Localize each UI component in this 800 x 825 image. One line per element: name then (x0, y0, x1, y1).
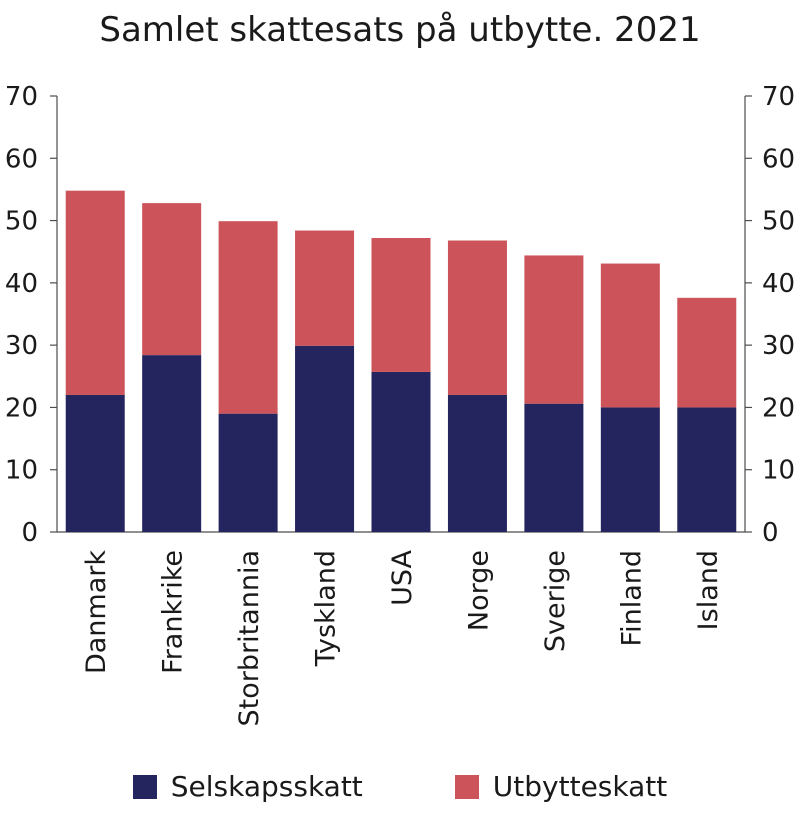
bar-utbytteskatt-danmark (65, 190, 125, 395)
bar-utbytteskatt-island (677, 297, 737, 408)
legend-item-selskapsskatt: Selskapsskatt (132, 770, 363, 803)
bar-selskapsskatt-frankrike (142, 355, 202, 532)
bar-utbytteskatt-storbritannia (218, 221, 278, 414)
right-tick-label: 0 (762, 518, 779, 548)
right-tick-label: 70 (762, 82, 795, 112)
bar-selskapsskatt-usa (371, 371, 431, 532)
category-label-danmark: Danmark (81, 550, 112, 674)
left-tick-label: 20 (5, 393, 38, 423)
left-tick-label: 50 (5, 207, 38, 237)
bar-selskapsskatt-danmark (65, 394, 125, 532)
bar-utbytteskatt-usa (371, 238, 431, 372)
bar-utbytteskatt-norge (447, 240, 507, 395)
left-tick-label: 70 (5, 82, 38, 112)
right-tick-label: 50 (762, 207, 795, 237)
right-tick-label: 30 (762, 331, 795, 361)
category-label-frankrike: Frankrike (158, 550, 189, 674)
left-tick-label: 40 (5, 269, 38, 299)
left-tick-label: 60 (5, 144, 38, 174)
bars (65, 190, 737, 532)
bar-selskapsskatt-sverige (524, 403, 584, 532)
category-labels: Danmark Frankrike Storbritannia Tyskland USA… (81, 549, 724, 726)
category-label-finland: Finland (616, 550, 647, 646)
bar-selskapsskatt-finland (600, 407, 660, 532)
bar-selskapsskatt-island (677, 407, 737, 532)
category-label-usa: USA (387, 549, 418, 605)
bar-selskapsskatt-tyskland (295, 345, 355, 532)
left-tick-label: 0 (21, 518, 38, 548)
legend-swatch-utbytteskatt (454, 774, 479, 799)
category-label-sverige: Sverige (540, 550, 571, 652)
right-tick-label: 20 (762, 393, 795, 423)
category-label-storbritannia: Storbritannia (234, 550, 265, 727)
right-tick-label: 60 (762, 144, 795, 174)
legend-item-utbytteskatt: Utbytteskatt (454, 770, 668, 803)
bar-utbytteskatt-sverige (524, 255, 584, 404)
category-label-norge: Norge (463, 550, 494, 631)
right-tick-label: 10 (762, 456, 795, 486)
legend-label-selskapsskatt: Selskapsskatt (170, 770, 363, 803)
legend: Selskapsskatt Utbytteskatt (0, 770, 800, 803)
legend-label-utbytteskatt: Utbytteskatt (492, 770, 668, 803)
chart-title: Samlet skattesats på utbytte. 2021 (99, 10, 701, 50)
legend-swatch-selskapsskatt (132, 774, 157, 799)
right-tick-label: 40 (762, 269, 795, 299)
left-tick-label: 30 (5, 331, 38, 361)
stacked-bar-chart: 0 0 10 10 20 20 30 30 40 40 50 50 60 60 70 70 Danmark Fr… (5, 82, 795, 727)
bar-utbytteskatt-frankrike (142, 203, 202, 356)
category-label-island: Island (693, 550, 724, 630)
category-label-tyskland: Tyskland (311, 550, 342, 667)
bar-utbytteskatt-tyskland (295, 230, 355, 346)
bar-utbytteskatt-finland (600, 263, 660, 408)
left-tick-label: 10 (5, 456, 38, 486)
bar-selskapsskatt-norge (447, 394, 507, 532)
bar-selskapsskatt-storbritannia (218, 413, 278, 532)
